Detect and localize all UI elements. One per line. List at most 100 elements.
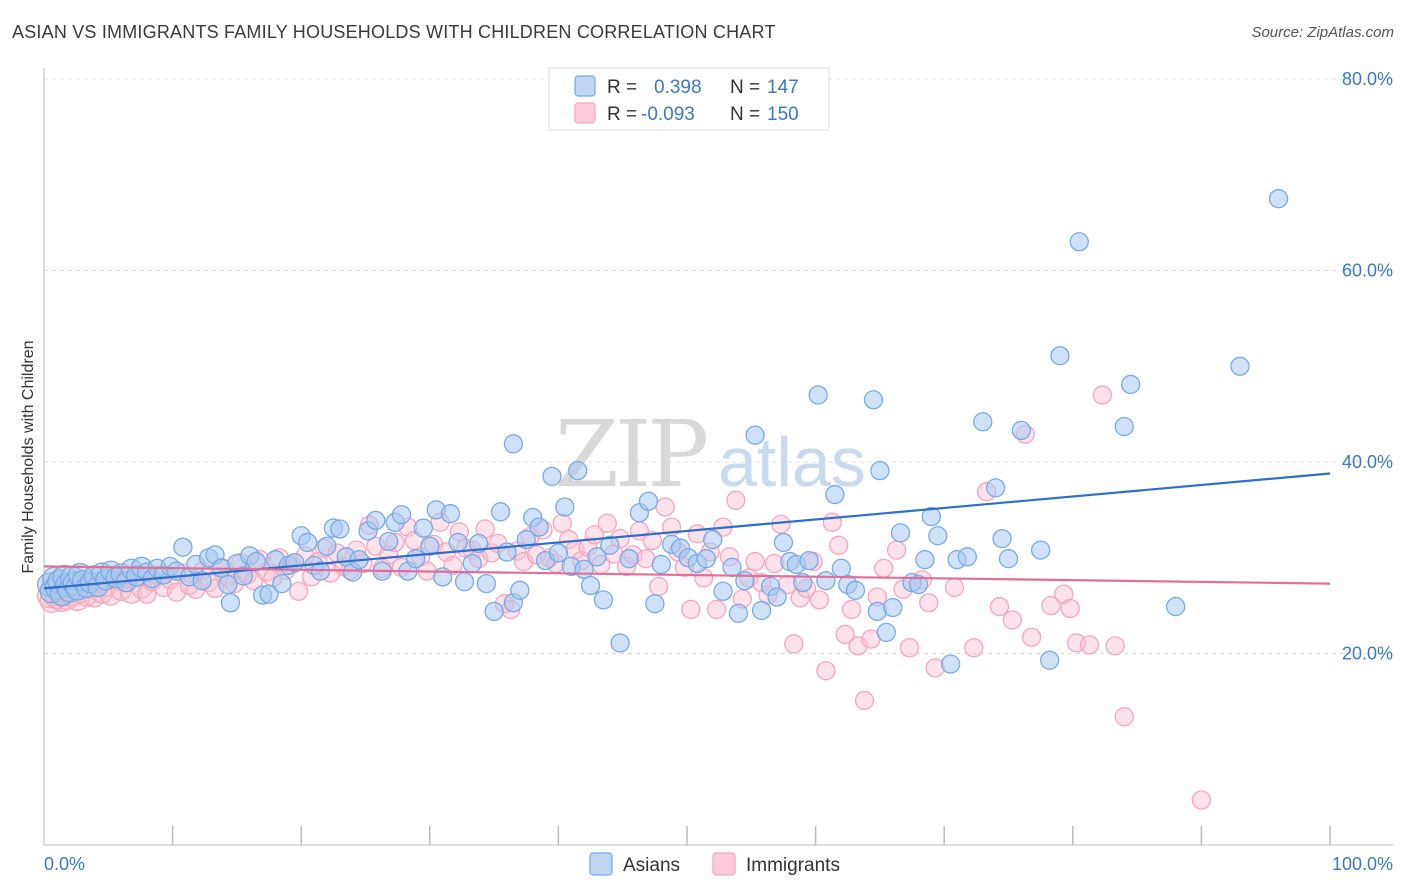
asians-point-111 [703, 529, 723, 550]
immigrants-point-152 [989, 596, 1010, 617]
asians-point-131 [863, 390, 884, 410]
asians-point-87 [529, 517, 549, 537]
immigrants-point-158 [1060, 598, 1080, 619]
asians-point-120 [773, 532, 794, 553]
asians-point-77 [462, 553, 482, 574]
asians-point-108 [503, 434, 524, 454]
asians-point-133 [870, 460, 890, 481]
series-name-immigrants: Immigrants [746, 855, 840, 876]
watermark-atlas: atlas [718, 423, 866, 501]
y-tick-label-0: 20.0% [1342, 644, 1393, 664]
asians-point-104 [651, 554, 671, 575]
immigrants-point-164 [1191, 790, 1212, 810]
immigrants-point-107 [649, 576, 669, 597]
immigrants-point-160 [1079, 635, 1100, 655]
asians-point-157 [1230, 356, 1250, 376]
asians-point-89 [542, 466, 562, 487]
asians-point-136 [890, 523, 911, 543]
immigrants-point-106 [642, 530, 662, 551]
asians-point-45 [246, 551, 266, 572]
axes [43, 68, 1393, 846]
asians-point-124 [799, 550, 819, 571]
asians-point-112 [713, 581, 733, 601]
asians-point-95 [580, 575, 601, 596]
asians-point-67 [391, 505, 412, 525]
immigrants-point-116 [706, 599, 727, 620]
x-tick-label-max: 100.0% [1332, 854, 1393, 874]
legend-box [548, 67, 830, 131]
asians-point-100 [619, 549, 639, 569]
immigrants-point-156 [1041, 595, 1061, 616]
y-tick-label-2: 60.0% [1342, 261, 1393, 281]
asians-point-134 [876, 622, 896, 643]
chart-title: ASIAN VS IMMIGRANTS FAMILY HOUSEHOLDS WI… [12, 22, 776, 42]
immigrants-point-161 [1092, 385, 1113, 405]
immigrants-point-136 [835, 624, 855, 644]
asians-point-119 [767, 587, 787, 607]
asians-point-69 [406, 549, 426, 569]
asians-point-80 [484, 601, 504, 622]
trend-lines [43, 472, 1331, 590]
asians-point-79 [476, 573, 497, 594]
asians-point-93 [568, 460, 588, 481]
immigrants-point-145 [899, 638, 920, 658]
y-tick-label-1: 40.0% [1342, 452, 1393, 472]
asians-point-53 [297, 532, 318, 553]
immigrants-point-155 [1021, 627, 1042, 647]
asians-point-130 [845, 580, 866, 600]
data-points [36, 189, 1289, 810]
asians-point-63 [366, 510, 386, 531]
asians-point-75 [448, 532, 468, 553]
asians-point-141 [940, 654, 961, 674]
immigrants-point-112 [681, 599, 701, 620]
asians-point-156 [1268, 189, 1289, 209]
immigrants-point-51 [288, 581, 309, 601]
asians-point-135 [883, 597, 903, 618]
y-tick-label-3: 80.0% [1342, 69, 1393, 89]
asians-point-70 [413, 518, 434, 538]
immigrants-point-93 [559, 529, 579, 550]
asians-point-97 [593, 590, 614, 610]
chart-source: Source: ZipAtlas.com [1251, 24, 1394, 41]
asians-point-36 [192, 571, 212, 591]
immigrants-point-150 [964, 638, 984, 658]
asians-point-144 [973, 412, 993, 432]
asians-point-98 [600, 535, 620, 555]
asians-point-71 [420, 536, 440, 556]
series-swatch-asians [589, 852, 613, 876]
immigrants-point-139 [854, 690, 875, 711]
legend-r-label-asians: R = [607, 77, 637, 98]
immigrants-point-92 [552, 513, 572, 533]
asians-point-143 [957, 547, 977, 567]
legend-n-label-immigrants: N = [730, 104, 760, 125]
legend-r-value-asians: 0.398 [654, 77, 702, 98]
asians-point-139 [915, 550, 935, 570]
legend-swatch-asians [574, 75, 596, 97]
legend-swatch-immigrants [574, 102, 596, 124]
asians-point-47 [259, 584, 279, 604]
y-tick-labels: 20.0% 40.0% 60.0% 80.0% [1342, 69, 1393, 664]
asians-point-113 [722, 557, 742, 577]
asians-point-151 [1050, 346, 1070, 366]
immigrants-point-122 [745, 551, 765, 572]
asians-point-148 [1011, 420, 1032, 441]
asians-point-145 [985, 478, 1006, 498]
immigrants-point-147 [919, 593, 939, 613]
asians-point-158 [921, 506, 941, 527]
y-axis-label: Family Households with Children [20, 341, 37, 574]
immigrants-point-126 [771, 514, 791, 534]
asians-point-58 [330, 519, 350, 539]
asians-point-96 [587, 547, 607, 567]
asians-point-49 [272, 573, 292, 594]
x-tick-labels: 0.0% 100.0% [44, 854, 1393, 874]
immigrants-point-128 [784, 634, 804, 654]
series-legend: Asians Immigrants [589, 852, 840, 876]
asians-point-116 [745, 425, 765, 445]
asians-point-147 [998, 549, 1019, 569]
immigrants-point-119 [726, 490, 746, 510]
legend-n-value-immigrants: 150 [767, 104, 799, 125]
immigrants-point-137 [841, 599, 862, 620]
asians-point-154 [1121, 374, 1141, 395]
immigrants-trend-line [43, 565, 1331, 585]
